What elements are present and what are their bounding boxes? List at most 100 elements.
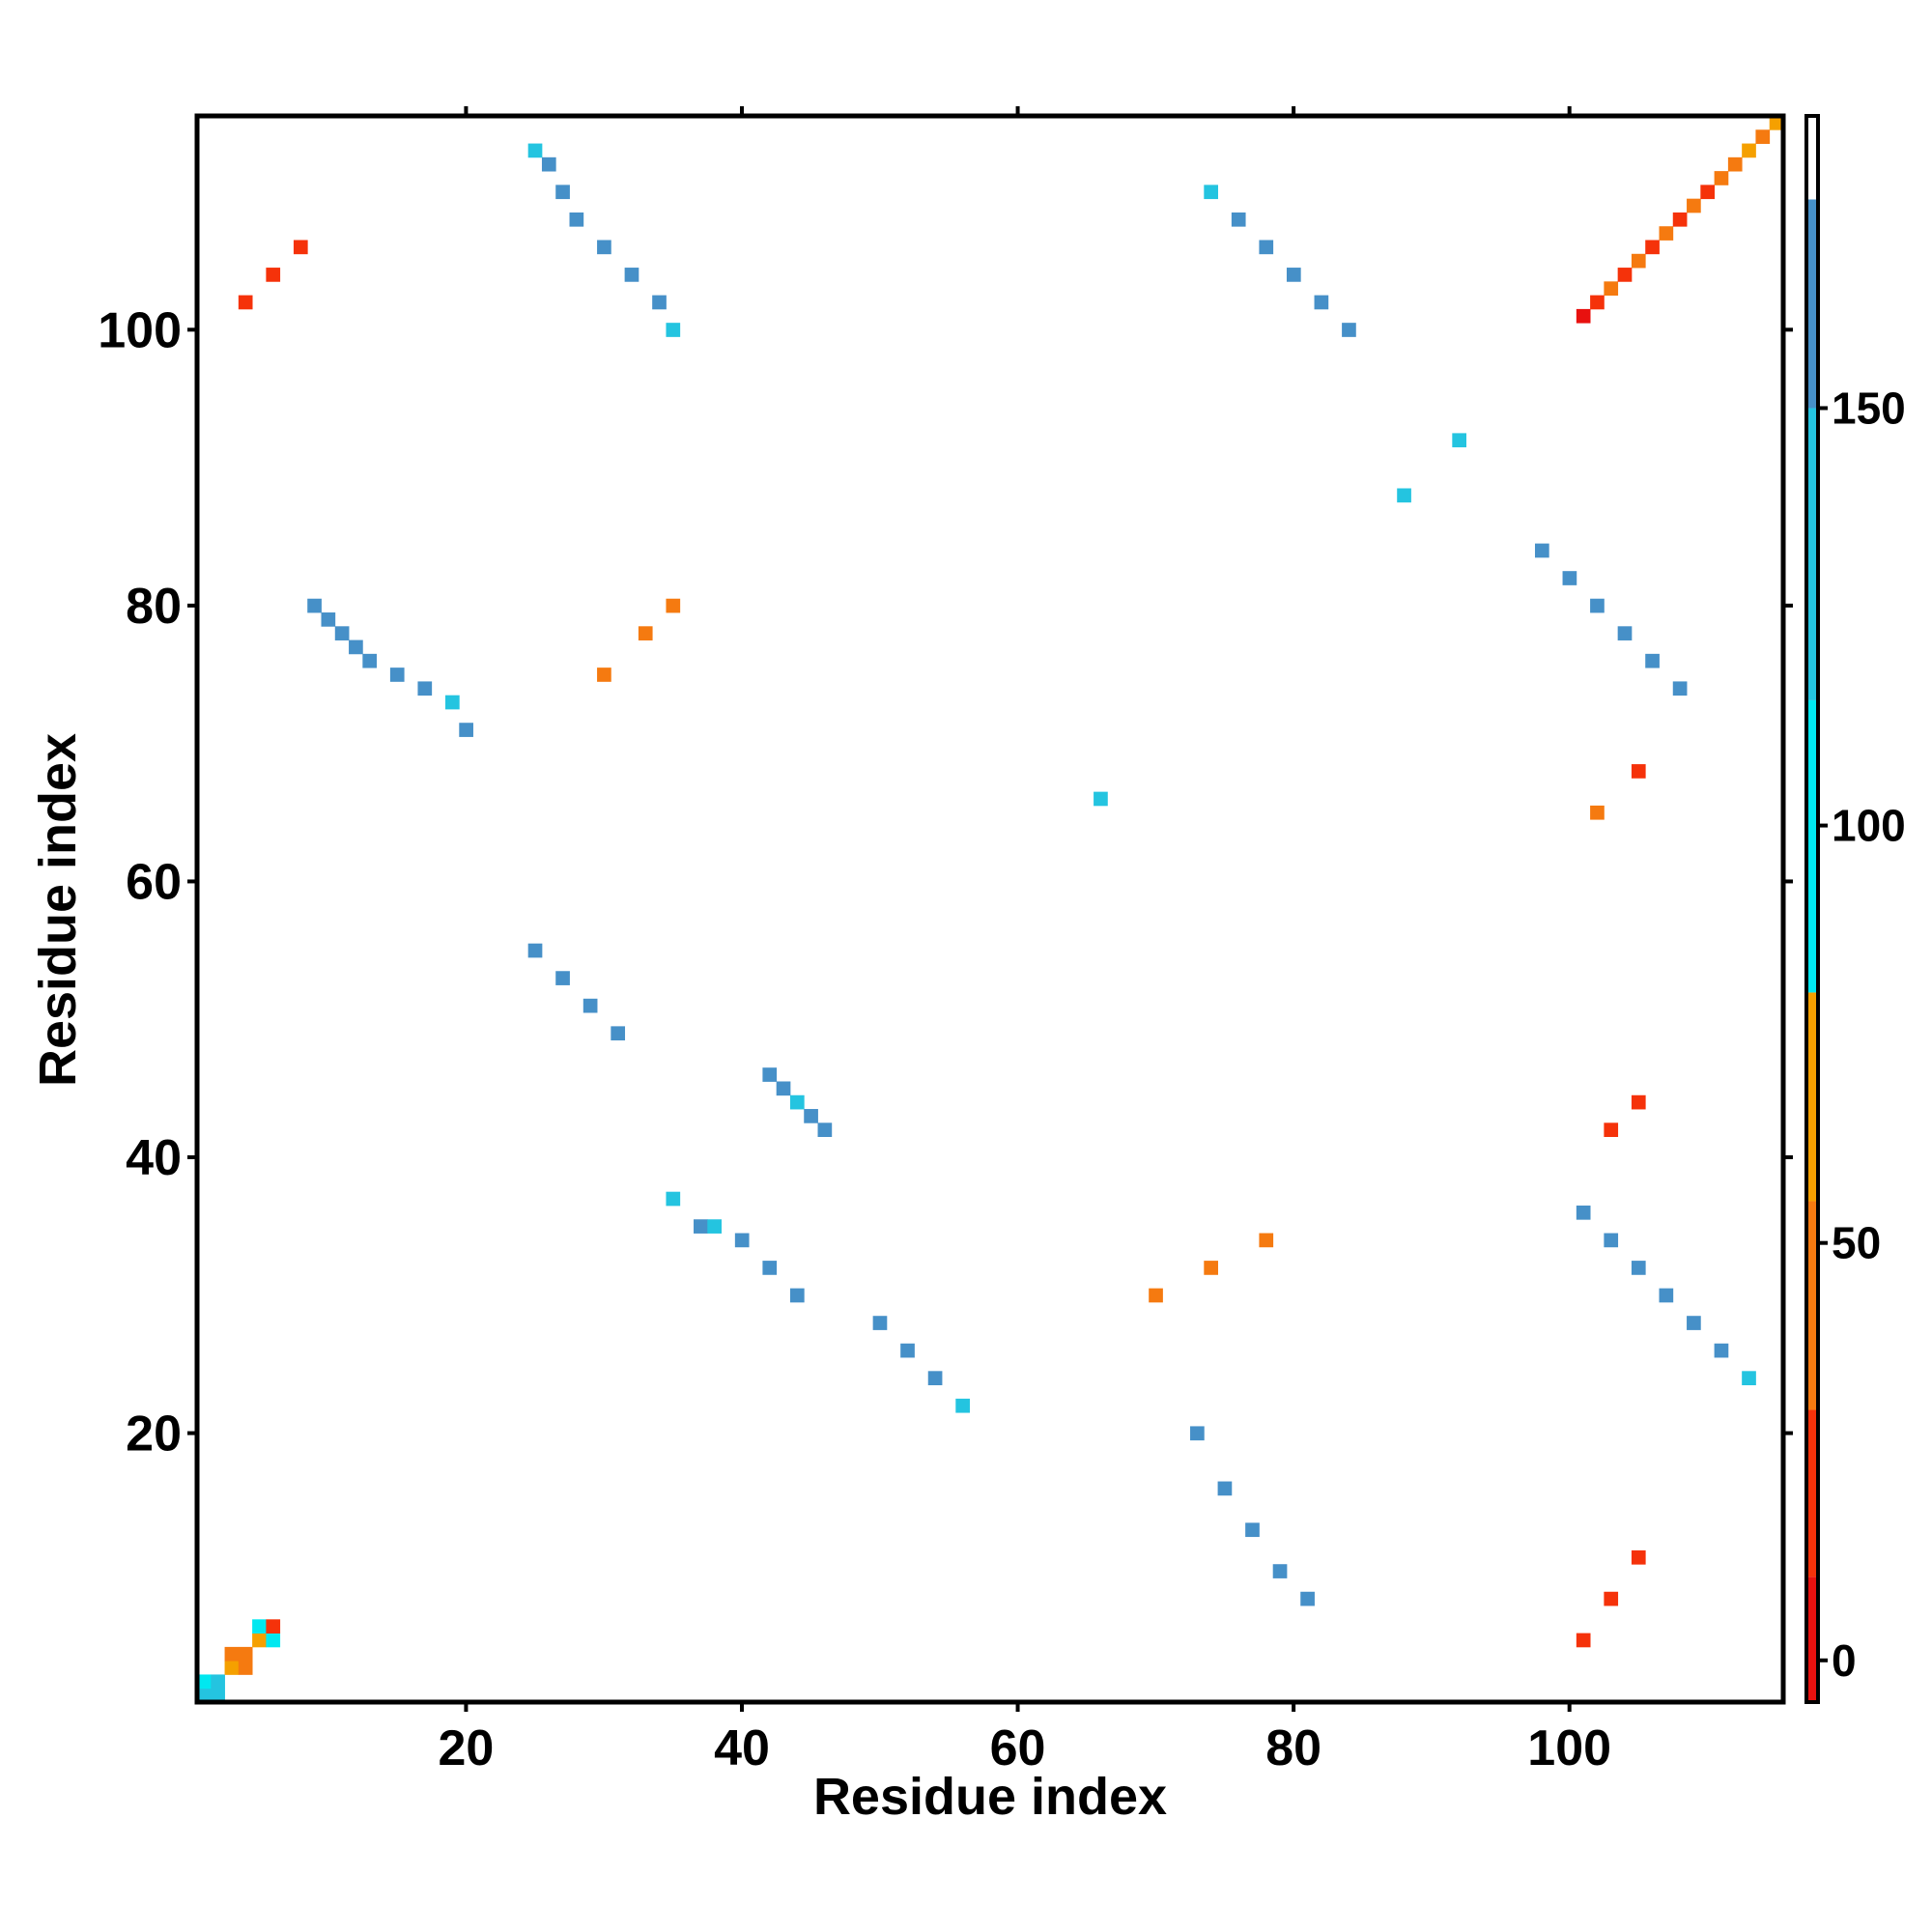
heatmap-cell — [1562, 571, 1577, 585]
heatmap-cell — [762, 1067, 778, 1082]
heatmap-cell — [445, 695, 460, 710]
heatmap-cell — [349, 639, 363, 655]
heatmap-cell — [1259, 1233, 1274, 1248]
heatmap-cell — [238, 295, 253, 310]
heatmap-cell — [804, 1109, 818, 1123]
y-tick-label: 60 — [126, 854, 182, 910]
heatmap-cell — [734, 1233, 750, 1248]
heatmap-cell — [776, 1081, 791, 1096]
heatmap-cell — [1245, 1522, 1260, 1538]
heatmap-cell — [1590, 295, 1605, 310]
heatmap-cell — [611, 1026, 626, 1041]
heatmap-cell — [293, 240, 308, 255]
heatmap-cell — [1769, 116, 1784, 130]
heatmap-cell — [694, 1219, 708, 1234]
colorbar-tick-label: 0 — [1832, 1635, 1857, 1686]
heatmap-cell — [1314, 295, 1329, 310]
colorbar-tick-label: 100 — [1832, 801, 1906, 851]
heatmap-cell — [1576, 308, 1591, 324]
heatmap-cell — [666, 323, 681, 337]
heatmap-cell — [224, 1661, 240, 1675]
heatmap-cell — [527, 943, 543, 958]
heatmap-cell — [1700, 185, 1716, 200]
heatmap-cell — [1094, 791, 1108, 807]
y-tick-label: 100 — [98, 302, 182, 358]
heatmap-cell — [955, 1398, 970, 1413]
heatmap-cell — [762, 1261, 778, 1275]
heatmap-cell — [1742, 1371, 1756, 1385]
colorbar-band — [1806, 199, 1818, 409]
heatmap-cell — [1672, 212, 1688, 227]
heatmap-cell — [459, 723, 473, 737]
colorbar: 0 50 100 150 — [1804, 114, 1906, 1704]
heatmap-cell — [1590, 805, 1605, 820]
heatmap-cell — [789, 1094, 805, 1110]
heatmap-cell — [1631, 764, 1646, 779]
x-axis-ticks: 20 40 60 80 100 — [439, 106, 1611, 1776]
x-tick-label: 80 — [1265, 1720, 1321, 1776]
heatmap-cell — [1604, 1122, 1619, 1137]
heatmap-cell — [927, 1371, 943, 1385]
y-axis-ticks: 20 40 60 80 100 — [98, 302, 1793, 1463]
x-tick-label: 40 — [714, 1720, 770, 1776]
heatmap-cell — [1452, 433, 1466, 448]
y-axis-label: Residue index — [29, 733, 87, 1087]
heatmap-cell — [1755, 129, 1771, 144]
heatmap-cell — [652, 295, 667, 310]
heatmap-cell — [197, 1674, 212, 1690]
heatmap-cell — [266, 1619, 281, 1634]
heatmap-cell — [1631, 253, 1646, 269]
heatmap-cell — [1604, 1233, 1619, 1248]
heatmap-cell — [211, 1674, 225, 1690]
heatmap-cell — [1631, 1549, 1646, 1565]
heatmap-cell — [666, 598, 681, 613]
heatmap-cell — [666, 1191, 681, 1207]
heatmap-cell — [417, 681, 433, 696]
heatmap-cell — [1617, 626, 1633, 640]
heatmap-cell — [1727, 156, 1743, 172]
heatmap-cell — [541, 156, 556, 172]
heatmap-cell — [1397, 488, 1411, 503]
heatmap-cell — [817, 1122, 833, 1137]
x-tick-label: 20 — [439, 1720, 495, 1776]
colorbar-band — [1806, 1201, 1818, 1410]
heatmap-cell — [1645, 240, 1660, 255]
heatmap-cell — [638, 626, 653, 640]
colorbar-band — [1806, 116, 1818, 200]
heatmap-cell — [1604, 1591, 1619, 1606]
heatmap-cell — [1687, 198, 1701, 213]
heatmap-cell — [1190, 1426, 1205, 1441]
heatmap-cell — [362, 653, 378, 668]
heatmap-cell — [224, 1646, 240, 1662]
heatmap-cell — [1576, 1633, 1591, 1648]
x-tick-label: 60 — [990, 1720, 1046, 1776]
y-tick-label: 20 — [126, 1406, 182, 1463]
heatmap-cell — [1645, 653, 1660, 668]
colorbar-band — [1806, 1409, 1818, 1577]
heatmap-cell — [900, 1343, 915, 1358]
heatmap-cell — [238, 1661, 253, 1675]
heatmap-cell — [1272, 1564, 1288, 1578]
heatmap-cell — [527, 143, 543, 158]
x-axis-label: Residue index — [813, 1768, 1167, 1826]
heatmap-cell — [1149, 1288, 1163, 1303]
colorbar-band — [1806, 1577, 1818, 1702]
heatmap-cell — [1742, 143, 1756, 158]
heatmap-cell — [1672, 681, 1688, 696]
colorbar-tick-label: 150 — [1832, 383, 1906, 433]
heatmap-cell — [555, 971, 570, 985]
heatmap-cell — [252, 1619, 267, 1634]
heatmap-cell — [1659, 1288, 1674, 1303]
y-tick-label: 80 — [126, 579, 182, 635]
colorbar-band — [1806, 408, 1818, 700]
colorbar-tick-label: 50 — [1832, 1218, 1881, 1268]
colorbar-band — [1806, 992, 1818, 1202]
heatmap-cell — [334, 626, 350, 640]
colorbar-band — [1806, 699, 1818, 993]
heatmap-cells — [197, 116, 1784, 1703]
colorbar-frame — [1804, 114, 1820, 1704]
heatmap-cell — [266, 1633, 281, 1648]
heatmap-cell — [1204, 1261, 1218, 1275]
heatmap-cell — [1714, 1343, 1729, 1358]
